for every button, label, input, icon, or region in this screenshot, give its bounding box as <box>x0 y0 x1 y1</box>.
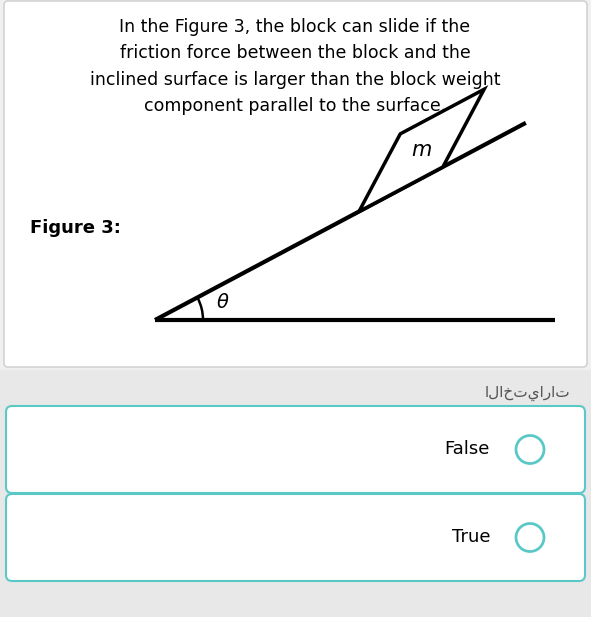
Bar <box>0 370 591 617</box>
Text: الاختيارات: الاختيارات <box>485 386 570 400</box>
Text: θ: θ <box>217 293 229 312</box>
Polygon shape <box>359 89 484 212</box>
Text: False: False <box>444 441 490 458</box>
Text: Figure 3:: Figure 3: <box>30 219 121 237</box>
FancyBboxPatch shape <box>4 1 587 367</box>
Text: In the Figure 3, the block can slide if the
friction force between the block and: In the Figure 3, the block can slide if … <box>90 18 500 115</box>
Text: m: m <box>411 141 432 160</box>
FancyBboxPatch shape <box>6 494 585 581</box>
Text: True: True <box>452 529 490 547</box>
Circle shape <box>516 523 544 552</box>
FancyBboxPatch shape <box>6 406 585 493</box>
Circle shape <box>516 436 544 463</box>
